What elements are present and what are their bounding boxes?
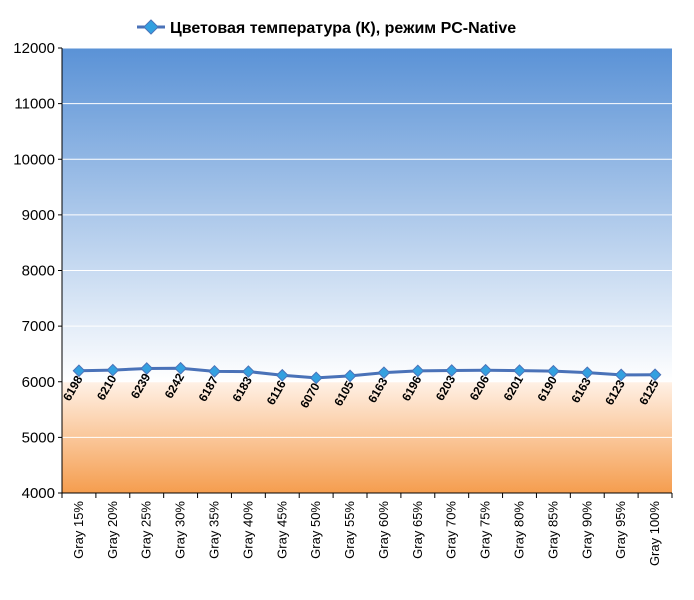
x-tick-label: Gray 30%: [173, 501, 188, 559]
y-tick-label: 9000: [22, 207, 55, 224]
data-point-marker: [614, 368, 628, 382]
data-point-marker: [72, 364, 86, 378]
data-point-marker: [547, 364, 560, 378]
data-point-marker: [343, 369, 357, 383]
x-tick-label: Gray 100%: [647, 501, 662, 566]
legend-label: Цветовая температура (К), режим PC-Nativ…: [170, 20, 516, 37]
data-point-marker: [377, 366, 391, 380]
y-tick-label: 10000: [13, 151, 55, 168]
x-tick-label: Gray 15%: [71, 501, 86, 559]
x-tick-label: Gray 85%: [545, 501, 560, 559]
data-point-marker: [275, 368, 289, 382]
legend-marker: [143, 19, 159, 35]
x-tick-label: Gray 20%: [105, 501, 120, 559]
data-point-marker: [309, 371, 323, 385]
data-point-marker: [242, 365, 255, 378]
data-point-marker: [174, 361, 187, 375]
data-point-marker: [479, 363, 492, 377]
x-axis-tick-labels: Gray 15% Gray 20% Gray 25% Gray 30% Gray 35%…: [71, 501, 662, 566]
data-point-marker: [580, 366, 594, 380]
data-point-marker: [445, 364, 459, 377]
legend: Цветовая температура (К), режим PC-Nativ…: [137, 19, 516, 37]
y-tick-label: 4000: [22, 485, 55, 502]
y-axis-tick-labels: 4000 5000 6000 7000 8000 9000 10000 11000 12000: [13, 40, 62, 502]
x-tick-label: Gray 40%: [240, 501, 255, 559]
x-tick-label: Gray 50%: [308, 501, 323, 559]
x-tick-label: Gray 90%: [579, 501, 594, 559]
data-point-marker: [411, 364, 425, 378]
y-tick-label: 12000: [13, 40, 55, 57]
x-tick-label: Gray 75%: [478, 501, 493, 559]
x-tick-label: Gray 95%: [613, 501, 628, 559]
y-tick-label: 5000: [22, 429, 55, 446]
data-point-marker: [140, 362, 154, 375]
y-tick-label: 8000: [22, 263, 55, 280]
x-tick-label: Gray 80%: [512, 501, 527, 559]
data-point-marker: [513, 364, 526, 377]
data-point-marker: [208, 364, 221, 378]
x-tick-label: Gray 55%: [342, 501, 357, 559]
y-tick-label: 6000: [22, 374, 55, 391]
x-tick-label: Gray 45%: [274, 501, 289, 559]
x-tick-label: Gray 60%: [376, 501, 391, 559]
x-tick-label: Gray 35%: [207, 501, 222, 559]
data-point-marker: [106, 363, 120, 377]
data-point-marker: [648, 368, 662, 382]
x-tick-label: Gray 65%: [410, 501, 425, 559]
series-markers: [72, 361, 662, 385]
x-tick-label: Gray 25%: [139, 501, 154, 559]
x-tick-label: Gray 70%: [444, 501, 459, 559]
y-tick-label: 11000: [14, 96, 55, 113]
gridlines: [62, 47, 672, 438]
y-tick-label: 7000: [22, 318, 55, 335]
